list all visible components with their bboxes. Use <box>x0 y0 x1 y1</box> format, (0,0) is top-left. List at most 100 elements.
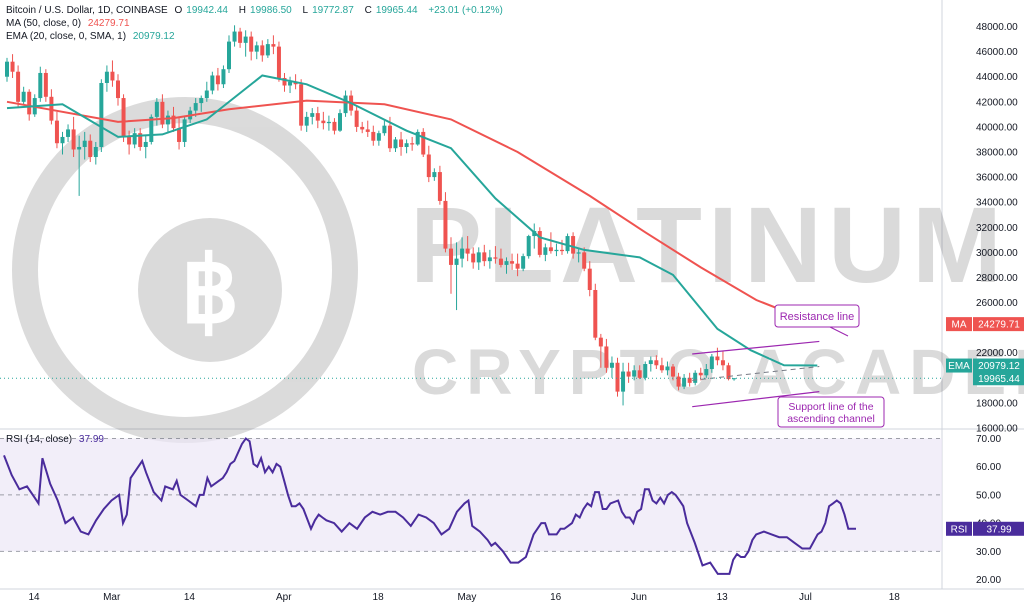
time-tick-label: Jun <box>631 592 647 603</box>
rsi-tick-label: 30.00 <box>976 547 1001 558</box>
candle-body <box>593 290 598 338</box>
ma-legend-label: MA (50, close, 0) <box>6 18 82 29</box>
candle-body <box>154 101 159 117</box>
price-tick-label: 28000.00 <box>976 273 1018 284</box>
candle-body <box>271 44 276 47</box>
candle-body <box>454 258 459 265</box>
candle-body <box>548 247 553 252</box>
ohlc-open-value: 19942.44 <box>186 5 228 16</box>
candle-body <box>554 249 559 252</box>
ohlc-high-value: 19986.50 <box>250 5 292 16</box>
ohlc-low-value: 19772.87 <box>312 5 354 16</box>
candle-body <box>687 377 692 383</box>
rsi-badge-bg <box>973 521 1024 536</box>
ohlc-open-label: O <box>174 5 183 16</box>
rsi-tick-label: 50.00 <box>976 490 1001 501</box>
candle-body <box>43 72 48 97</box>
watermark-text-line1: PLATINUM <box>410 184 1008 305</box>
candle-body <box>704 369 709 376</box>
ema-legend-label: EMA (20, close, 0, SMA, 1) <box>6 31 127 42</box>
candle-body <box>676 376 681 387</box>
rsi-badge-label: RSI <box>951 524 968 535</box>
price-tick-label: 40000.00 <box>976 122 1018 133</box>
candle-body <box>143 141 148 147</box>
ohlc-open: O 19942.44 <box>175 5 233 16</box>
time-tick-label: 13 <box>717 592 729 603</box>
candle-body <box>121 98 126 137</box>
candle-body <box>182 119 187 142</box>
candle-body <box>560 249 564 252</box>
candle-body <box>288 81 293 86</box>
candle-body <box>510 261 515 264</box>
candle-body <box>371 131 376 141</box>
candle-body <box>709 356 714 370</box>
candle-body <box>16 71 21 102</box>
ma-legend-value: 24279.71 <box>87 18 130 29</box>
candle-body <box>576 252 581 254</box>
candle-body <box>110 71 115 81</box>
candle-body <box>571 236 576 254</box>
candle-body <box>482 252 487 262</box>
support-callout-box <box>777 396 885 428</box>
price-badge-label: MA <box>952 320 967 331</box>
candle-body <box>138 133 143 147</box>
legend-ema[interactable]: EMA (20, close, 0, SMA, 1) 20979.12 <box>6 30 179 43</box>
candle-body <box>393 139 398 149</box>
candle-body <box>609 362 614 368</box>
candle-body <box>565 236 570 252</box>
candle-body <box>654 360 659 366</box>
time-tick-label: 14 <box>184 592 196 603</box>
candle-body <box>60 136 65 144</box>
candle-body <box>421 131 426 155</box>
candles-group <box>5 25 737 406</box>
candle-body <box>21 91 26 102</box>
legend-ma[interactable]: MA (50, close, 0) 24279.71 <box>6 17 134 30</box>
rsi-badge-value: 37.99 <box>986 524 1011 535</box>
price-badge-label: EMA <box>948 361 970 372</box>
candle-body <box>249 36 254 52</box>
candle-body <box>632 370 637 377</box>
candle-body <box>582 252 587 269</box>
candle-body <box>493 257 498 259</box>
candle-body <box>243 36 248 43</box>
candle-body <box>537 231 542 255</box>
candle-body <box>365 129 370 132</box>
candle-body <box>304 116 309 126</box>
candle-body <box>238 31 243 43</box>
candle-body <box>221 69 226 85</box>
candle-body <box>526 236 531 257</box>
candle-body <box>471 253 476 263</box>
candle-body <box>343 95 348 114</box>
candle-body <box>66 129 71 137</box>
candle-body <box>254 45 259 52</box>
candle-body <box>432 172 437 178</box>
rsi-legend-value: 37.99 <box>78 434 104 445</box>
candle-body <box>643 364 648 378</box>
ma50-line <box>6 99 818 326</box>
price-tick-label: 26000.00 <box>976 298 1018 309</box>
candle-body <box>476 252 481 263</box>
candle-body <box>637 370 642 378</box>
price-tick-label: 42000.00 <box>976 97 1018 108</box>
support-callout-line1: Support line of the <box>788 401 873 413</box>
candle-body <box>127 136 132 145</box>
candle-body <box>215 75 220 85</box>
watermark-logo: ฿ PLATINUM CRYPTO ACADEMY <box>12 97 1024 443</box>
legend-rsi[interactable]: RSI (14, close) 37.99 <box>6 433 108 446</box>
candle-body <box>165 115 170 125</box>
candle-body <box>93 146 98 158</box>
candle-body <box>326 121 331 124</box>
resistance-callout-text: Resistance line <box>780 311 855 323</box>
time-tick-label: 18 <box>889 592 901 603</box>
candle-body <box>465 248 470 254</box>
price-tick-label: 22000.00 <box>976 348 1018 359</box>
candle-body <box>726 365 731 380</box>
price-tick-label: 48000.00 <box>976 22 1018 33</box>
ema-legend-value: 20979.12 <box>132 31 175 42</box>
candle-body <box>404 143 409 147</box>
time-tick-label: May <box>457 592 476 603</box>
candle-body <box>387 125 392 149</box>
rsi-legend-label: RSI (14, close) <box>6 434 73 445</box>
